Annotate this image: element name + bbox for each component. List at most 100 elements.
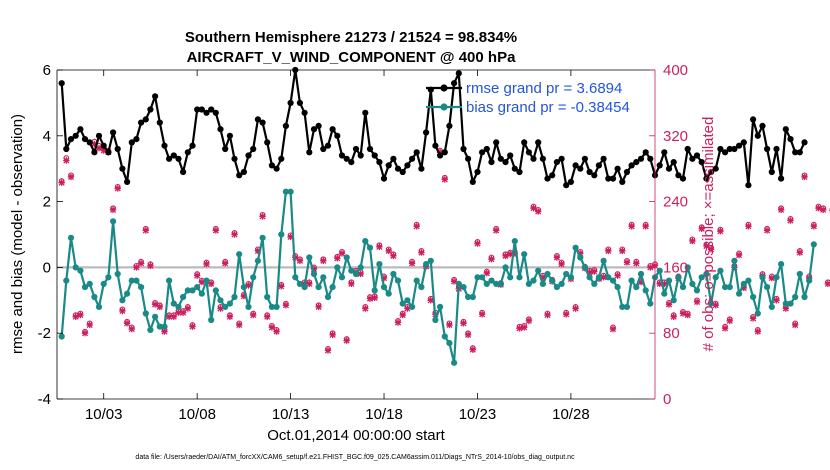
bias-point xyxy=(465,293,472,301)
left-tick-label: 2 xyxy=(43,194,51,211)
rmse-point xyxy=(124,178,131,185)
obs-assimilated-point xyxy=(502,252,509,260)
bias-point xyxy=(488,277,495,284)
bias-point xyxy=(679,284,687,291)
obs-assimilated-point xyxy=(250,311,257,319)
bias-point xyxy=(432,316,439,324)
rmse-point xyxy=(156,119,163,126)
bias-point xyxy=(67,234,75,241)
obs-assimilated-point xyxy=(343,337,350,344)
bias-point xyxy=(437,303,444,310)
bias-point xyxy=(184,287,191,294)
bias-point xyxy=(254,257,261,264)
rmse-point xyxy=(432,142,439,149)
rmse-point xyxy=(170,152,177,159)
obs-assimilated-point xyxy=(446,321,453,329)
rmse-point xyxy=(764,145,771,153)
obs-assimilated-point xyxy=(95,144,103,152)
bias-point xyxy=(343,254,350,261)
bias-point xyxy=(320,274,327,281)
bias-point xyxy=(553,284,561,291)
rmse-point xyxy=(390,155,397,162)
obs-assimilated-point xyxy=(310,265,318,273)
rmse-point xyxy=(152,93,159,100)
bias-point xyxy=(726,284,733,291)
obs-assimilated-point xyxy=(441,176,448,183)
obs-assimilated-point xyxy=(777,206,785,214)
rmse-point xyxy=(483,145,490,153)
bias-point xyxy=(675,274,682,281)
obs-assimilated-point xyxy=(324,347,332,354)
rmse-point xyxy=(273,165,280,172)
rmse-point xyxy=(320,145,327,153)
obs-assimilated-point xyxy=(362,305,369,312)
bias-point xyxy=(806,277,813,284)
bias-point xyxy=(418,284,425,291)
obs-assimilated-point xyxy=(404,305,411,312)
rmse-point xyxy=(469,178,476,185)
bias-point xyxy=(334,264,341,271)
obs-assimilated-point xyxy=(91,140,98,148)
rmse-point xyxy=(460,145,467,153)
rmse-point xyxy=(778,175,785,182)
rmse-point xyxy=(549,172,556,179)
bias-point xyxy=(427,257,434,264)
obs-assimilated-point xyxy=(67,173,75,181)
bias-point xyxy=(792,293,799,301)
bias-point xyxy=(628,277,635,284)
obs-assimilated-point xyxy=(474,240,481,247)
rmse-point xyxy=(726,145,733,153)
bias-point xyxy=(483,280,490,287)
obs-assimilated-point xyxy=(212,227,220,234)
rmse-point xyxy=(329,126,336,133)
bias-point xyxy=(451,359,458,366)
obs-assimilated-point xyxy=(693,298,701,306)
bias-point xyxy=(563,270,570,278)
bias-point xyxy=(292,274,299,281)
obs-assimilated-point xyxy=(787,217,794,224)
obs-assimilated-point xyxy=(478,311,486,318)
chart-subtitle: AIRCRAFT_V_WIND_COMPONENT @ 400 hPa xyxy=(187,49,517,66)
bias-point xyxy=(549,277,556,284)
rmse-point xyxy=(773,145,780,153)
bias-point xyxy=(409,303,416,310)
bias-point xyxy=(189,287,196,294)
chart-title: Southern Hemisphere 21273 / 21524 = 98.8… xyxy=(185,29,517,46)
bias-point xyxy=(175,303,182,310)
obs-assimilated-point xyxy=(492,227,500,234)
obs-assimilated-point xyxy=(142,227,149,234)
left-y-axis-label: rmse and bias (model - observation) xyxy=(9,114,26,354)
bias-point xyxy=(745,277,752,284)
bias-point xyxy=(455,280,462,287)
obs-assimilated-point xyxy=(165,313,173,320)
rmse-point xyxy=(175,155,182,162)
bias-point xyxy=(72,264,79,271)
rmse-point xyxy=(656,162,663,169)
rmse-point xyxy=(619,178,626,185)
obs-assimilated-point xyxy=(525,317,533,325)
rmse-point xyxy=(254,116,261,123)
obs-assimilated-point xyxy=(670,313,677,320)
bias-point xyxy=(198,290,205,297)
rmse-point xyxy=(792,149,799,156)
rmse-point xyxy=(278,155,285,162)
x-tick-label: 10/13 xyxy=(272,406,310,423)
obs-assimilated-point xyxy=(586,269,593,276)
obs-assimilated-point xyxy=(371,294,378,302)
rmse-point xyxy=(91,149,98,156)
rmse-point xyxy=(208,106,215,113)
rmse-point xyxy=(142,116,149,123)
rmse-point xyxy=(250,145,257,153)
bias-point xyxy=(240,284,247,291)
rmse-point xyxy=(684,145,691,153)
obs-assimilated-point xyxy=(558,260,565,268)
obs-assimilated-point xyxy=(273,328,280,335)
obs-assimilated-point xyxy=(366,295,374,302)
rmse-point xyxy=(166,155,173,162)
obs-assimilated-point xyxy=(109,206,117,214)
bias-point xyxy=(245,303,252,310)
bias-point xyxy=(231,293,238,301)
bias-point xyxy=(86,280,93,287)
rmse-point xyxy=(67,136,75,143)
rmse-point xyxy=(268,162,275,169)
